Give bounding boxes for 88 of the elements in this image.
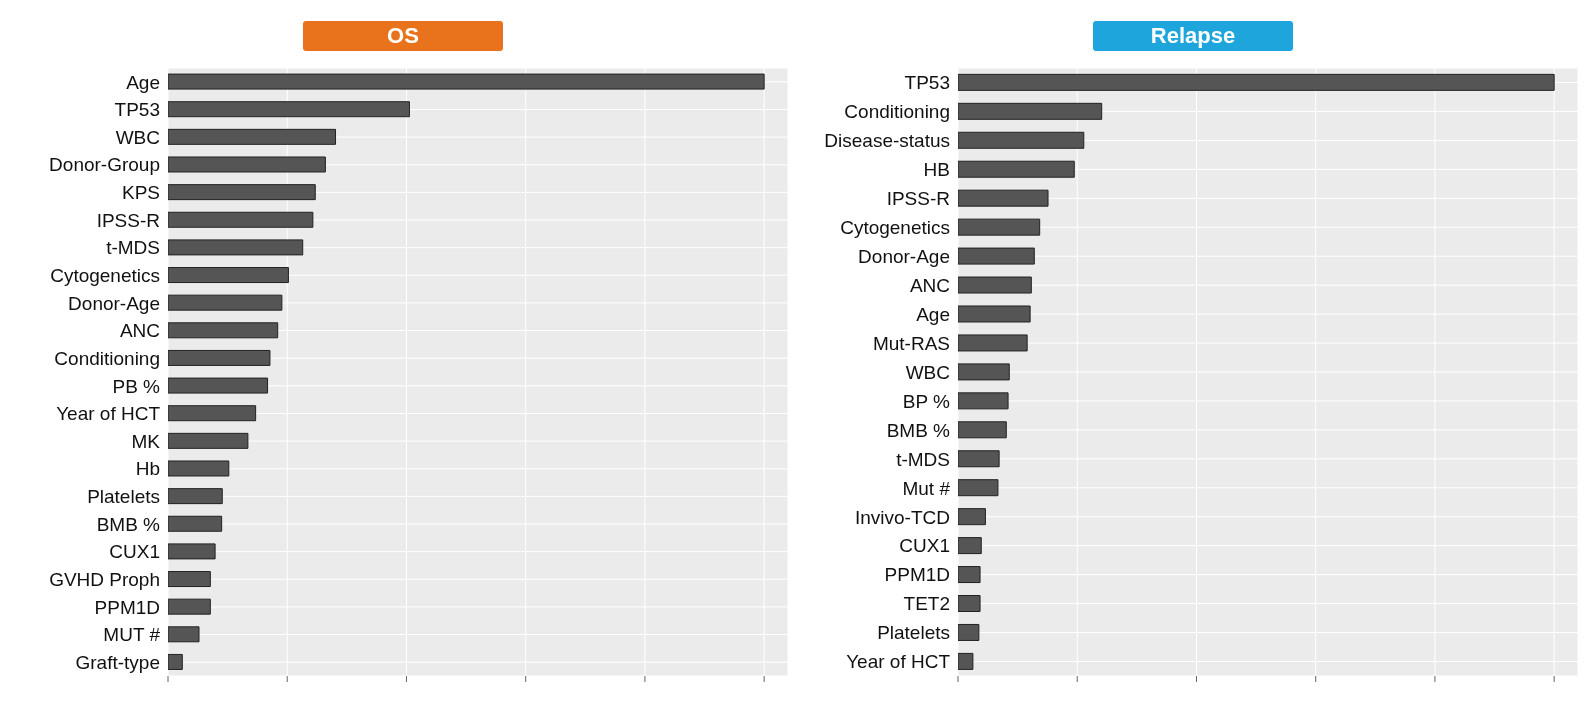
bar	[958, 566, 981, 584]
bar	[168, 460, 230, 477]
bar	[168, 184, 316, 201]
bar	[168, 598, 211, 615]
y-tick-label: KPS	[121, 182, 160, 204]
y-tick-label: Invivo-TCD	[854, 506, 950, 528]
y-tick-label: PB %	[112, 375, 161, 397]
bar	[958, 421, 1007, 439]
y-tick-label: Platelets	[877, 622, 950, 644]
bar	[958, 131, 1085, 149]
y-tick-label: Mut #	[902, 477, 951, 499]
bar	[958, 102, 1103, 120]
bar	[168, 156, 326, 173]
bar	[168, 515, 223, 532]
y-tick-label: Age	[916, 303, 950, 325]
bar	[168, 101, 410, 118]
y-tick-label: Donor-Age	[858, 245, 950, 267]
bar	[958, 623, 980, 641]
y-tick-label: PPM1D	[884, 564, 950, 586]
bar	[958, 73, 1555, 91]
y-tick-label: BMB %	[886, 419, 951, 441]
y-tick-label: GVHD Proph	[49, 569, 160, 591]
y-tick-label: t-MDS	[106, 237, 160, 259]
y-tick-label: Disease-status	[824, 130, 950, 152]
bar	[168, 128, 337, 145]
bar	[168, 543, 216, 560]
bar	[958, 508, 986, 526]
y-tick-label: ANC	[909, 274, 950, 296]
y-tick-label: Cytogenetics	[50, 265, 160, 287]
y-tick-label: Age	[126, 71, 160, 93]
bar	[958, 305, 1031, 323]
bar	[168, 294, 283, 311]
y-tick-label: MUT #	[103, 624, 161, 646]
bar	[958, 595, 981, 613]
bar	[168, 73, 765, 90]
y-tick-label: Hb	[135, 458, 160, 480]
bar	[958, 450, 1000, 468]
bar	[168, 488, 223, 505]
bar	[168, 211, 314, 228]
bar	[168, 571, 211, 588]
bar	[958, 247, 1035, 265]
y-tick-label: TP53	[904, 72, 950, 94]
y-tick-label: TET2	[903, 593, 950, 615]
bar	[958, 652, 974, 670]
bar	[168, 653, 183, 670]
y-tick-label: WBC	[115, 126, 160, 148]
y-tick-label: Donor-Age	[68, 292, 160, 314]
bar	[168, 405, 257, 422]
bar	[168, 626, 200, 643]
y-tick-label: PPM1D	[94, 596, 160, 618]
bar	[958, 392, 1009, 410]
y-tick-label: Platelets	[87, 486, 160, 508]
y-tick-label: Cytogenetics	[840, 216, 950, 238]
y-tick-label: CUX1	[109, 541, 160, 563]
y-tick-label: ANC	[119, 320, 160, 342]
y-tick-label: Conditioning	[54, 347, 160, 369]
chart-title: Relapse	[1093, 21, 1293, 51]
bar	[958, 160, 1075, 178]
y-tick-label: BMB %	[96, 513, 161, 535]
bar	[168, 377, 269, 394]
y-tick-label: HB	[923, 159, 950, 181]
bar	[168, 349, 271, 366]
bar	[168, 432, 249, 449]
y-tick-label: Mut-RAS	[872, 332, 950, 354]
bar	[168, 267, 289, 284]
bar	[958, 479, 999, 497]
y-tick-label: TP53	[114, 99, 160, 121]
y-tick-label: MK	[131, 430, 161, 452]
chart-title: OS	[303, 21, 503, 51]
bar	[168, 322, 279, 339]
y-tick-label: WBC	[905, 361, 950, 383]
y-tick-label: Donor-Group	[49, 154, 160, 176]
bar	[958, 537, 982, 555]
y-tick-label: Graft-type	[75, 651, 160, 673]
bar	[958, 189, 1049, 207]
bar	[958, 363, 1010, 381]
y-tick-label: Conditioning	[844, 101, 950, 123]
bar	[168, 239, 304, 256]
y-tick-label: IPSS-R	[96, 209, 160, 231]
bar	[958, 276, 1032, 294]
bar	[958, 218, 1041, 236]
y-tick-label: CUX1	[899, 535, 950, 557]
y-tick-label: Year of HCT	[56, 403, 161, 425]
y-tick-label: Year of HCT	[846, 651, 951, 673]
y-tick-label: t-MDS	[896, 448, 950, 470]
y-tick-label: IPSS-R	[886, 188, 950, 210]
bar	[958, 334, 1028, 352]
y-tick-label: BP %	[902, 390, 951, 412]
